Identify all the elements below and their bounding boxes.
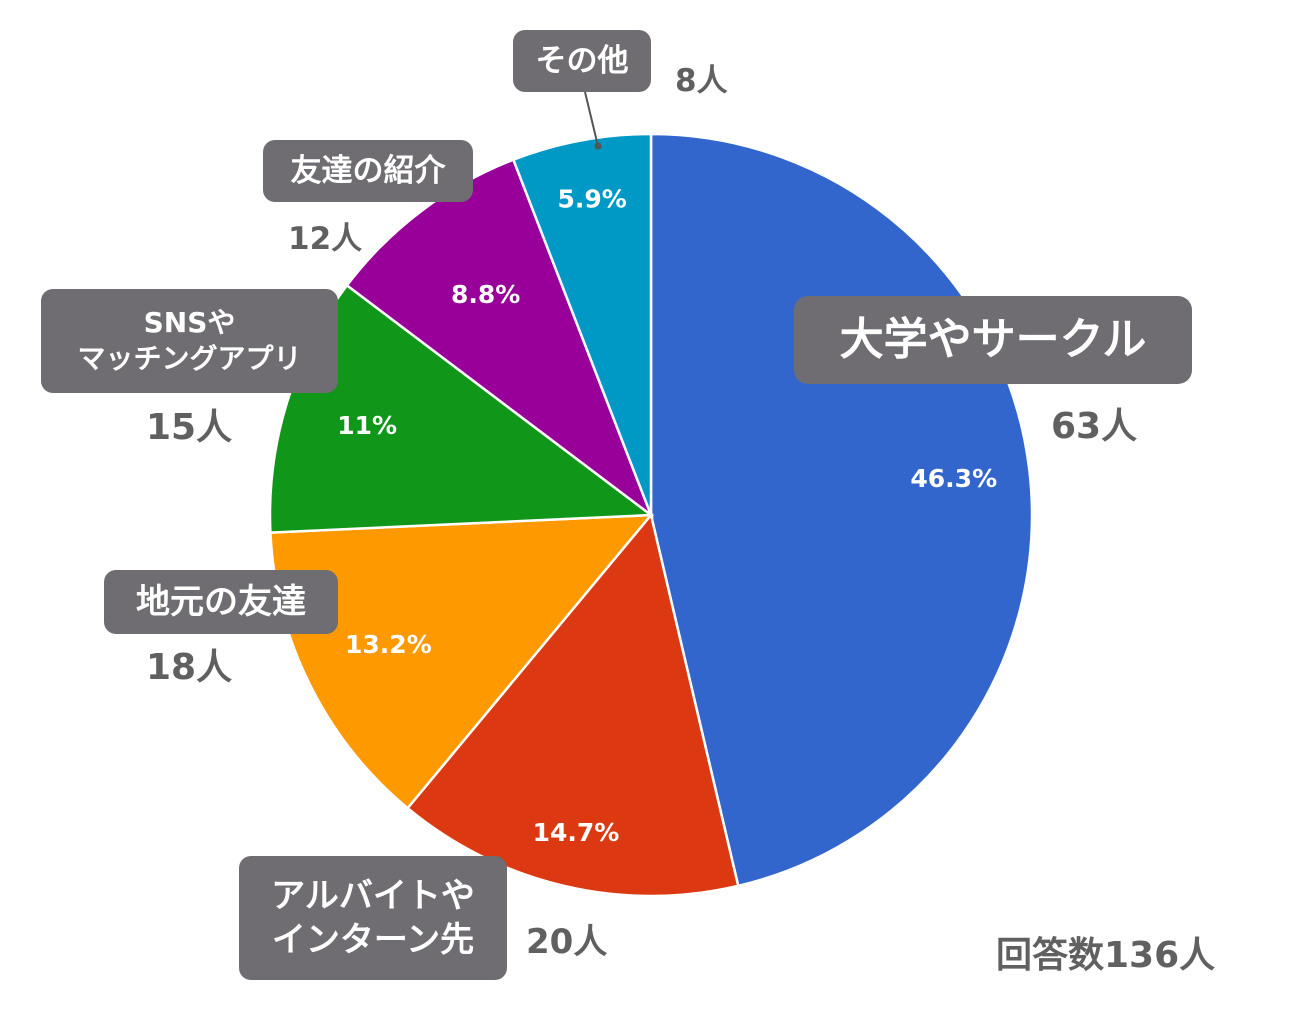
label-hometown-friends: 地元の友達 bbox=[104, 570, 338, 634]
label-sns-matching: SNSや マッチングアプリ bbox=[41, 289, 338, 393]
label-hometown-friends-text: 地元の友達 bbox=[136, 581, 306, 622]
count-sns-matching: 15人 bbox=[146, 407, 233, 448]
percent-label-sns-matching: 11% bbox=[337, 411, 397, 440]
total-respondents: 回答数136人 bbox=[996, 935, 1216, 976]
label-university-circle-text: 大学やサークル bbox=[839, 314, 1147, 366]
percent-labels: 46.3% 14.7% 13.2% 11% 8.8% 5.9% bbox=[337, 184, 997, 847]
count-friend-introduction: 12人 bbox=[288, 221, 363, 257]
percent-label-university-circle: 46.3% bbox=[910, 464, 997, 493]
label-other: その他 bbox=[513, 30, 651, 92]
other-leader-dot bbox=[594, 142, 602, 150]
pie-slice-friend-introduction bbox=[345, 158, 654, 519]
label-university-circle: 大学やサークル bbox=[794, 296, 1192, 384]
pie-slice-parttime-intern bbox=[405, 512, 740, 898]
label-friend-introduction-text: 友達の紹介 bbox=[290, 152, 446, 189]
label-sns-matching-line1: SNSや bbox=[143, 305, 236, 339]
label-parttime-intern-line1: アルバイトや bbox=[271, 875, 475, 916]
percent-label-other: 5.9% bbox=[558, 184, 627, 213]
count-university-circle: 63人 bbox=[1051, 406, 1138, 447]
label-sns-matching-line2: マッチングアプリ bbox=[77, 342, 302, 375]
pie-slice-hometown-friends bbox=[269, 513, 654, 810]
count-hometown-friends: 18人 bbox=[146, 647, 233, 688]
count-other: 8人 bbox=[675, 63, 728, 99]
count-parttime-intern: 20人 bbox=[526, 922, 608, 962]
other-leader-line bbox=[584, 91, 599, 147]
pie-slice-other bbox=[511, 132, 653, 516]
label-friend-introduction: 友達の紹介 bbox=[263, 140, 473, 202]
pie-slices bbox=[268, 132, 1034, 898]
label-other-text: その他 bbox=[535, 42, 629, 79]
percent-label-hometown-friends: 13.2% bbox=[345, 630, 432, 659]
percent-label-friend-introduction: 8.8% bbox=[451, 280, 520, 309]
percent-label-parttime-intern: 14.7% bbox=[533, 818, 620, 847]
label-parttime-intern-line2: インターン先 bbox=[271, 920, 475, 960]
label-parttime-intern: アルバイトや インターン先 bbox=[239, 856, 507, 980]
